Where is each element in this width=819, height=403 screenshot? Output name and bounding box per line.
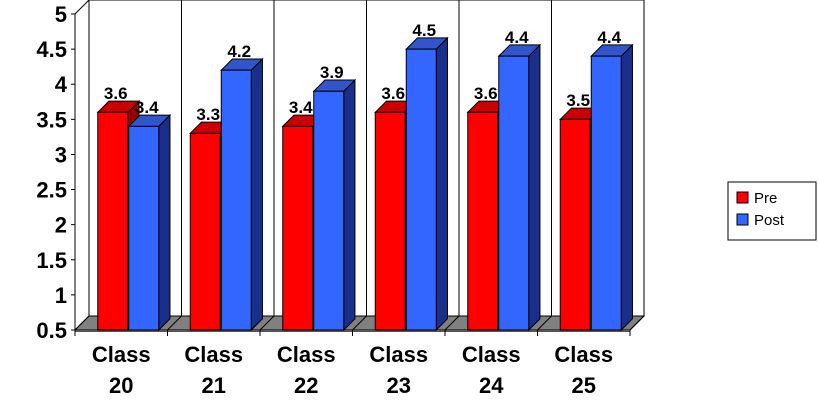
floor-divider — [537, 315, 552, 331]
bar-side — [158, 113, 171, 332]
bar-post-1 — [220, 57, 264, 332]
bar-front — [97, 111, 129, 331]
bar-side — [528, 43, 541, 332]
data-label: 3.4 — [135, 98, 159, 117]
data-label: 4.4 — [597, 28, 621, 47]
bar-front — [559, 118, 591, 331]
legend-label-post: Post — [754, 212, 785, 229]
floor-divider — [352, 315, 367, 331]
bar-front — [467, 111, 499, 331]
legend-swatch-pre — [736, 191, 749, 204]
bar-post-0 — [127, 113, 172, 332]
bar-post-5 — [590, 43, 634, 332]
floor-divider — [74, 315, 90, 331]
y-tick-label: 3 — [55, 142, 67, 167]
bar-side — [435, 36, 448, 332]
data-label: 3.6 — [474, 84, 498, 103]
y-tick-label: 5 — [55, 2, 67, 27]
data-label: 3.6 — [381, 84, 405, 103]
data-label: 3.6 — [104, 84, 128, 103]
data-label: 3.5 — [566, 91, 590, 110]
bar-post-2 — [312, 78, 357, 332]
bar-post-3 — [405, 36, 449, 332]
x-category-label: Class 23 — [369, 342, 428, 398]
legend-label-pre: Pre — [754, 190, 777, 207]
data-labels: 3.6 3.4 3.3 4.2 3.4 3.9 3.6 4.5 3.6 4.4 3.5 4.4 — [104, 21, 622, 124]
floor-divider — [444, 315, 460, 331]
side-wall — [74, 0, 90, 332]
x-category-label: Class 22 — [277, 342, 336, 398]
data-label: 3.3 — [196, 105, 220, 124]
bar-front — [189, 132, 221, 331]
bar-front — [220, 69, 252, 331]
bar-front — [498, 55, 530, 331]
y-tick-label: 0.5 — [36, 318, 67, 343]
bar-side — [620, 43, 633, 332]
y-tick-label: 1.5 — [36, 248, 67, 273]
data-label: 4.5 — [412, 21, 436, 40]
bar-side — [250, 57, 263, 332]
bar-front — [128, 125, 160, 331]
y-tick-label: 2 — [55, 213, 67, 238]
data-label: 3.4 — [289, 98, 313, 117]
data-label: 3.9 — [320, 63, 344, 82]
bar-front — [590, 55, 622, 331]
x-axis: Class 20 Class 21 Class 22 Class 23 Class 24 Class… — [74, 330, 631, 398]
y-tick-label: 1 — [55, 283, 67, 308]
bar-side — [343, 78, 356, 332]
x-category-label: Class 25 — [554, 342, 613, 398]
floor-divider — [167, 315, 182, 331]
floor-divider — [259, 315, 275, 331]
bar-front — [374, 111, 406, 331]
bar-front — [313, 90, 345, 331]
y-tick-label: 2.5 — [36, 178, 67, 203]
y-axis: 0.5 1 1.5 2 2.5 3 3.5 4 4.5 5 — [36, 2, 76, 343]
data-label: 4.4 — [505, 28, 529, 47]
bars — [96, 36, 634, 332]
x-category-label: Class 24 — [462, 342, 521, 398]
y-tick-label: 4.5 — [36, 37, 67, 62]
x-category-label: Class 21 — [184, 342, 243, 398]
y-tick-label: 3.5 — [36, 107, 67, 132]
floor-divider — [629, 315, 645, 331]
bar-post-4 — [497, 43, 542, 332]
x-category-label: Class 20 — [92, 342, 151, 398]
data-label: 4.2 — [227, 42, 251, 61]
bar-front — [405, 48, 437, 331]
legend: Pre Post — [727, 181, 817, 241]
bar-front — [282, 125, 314, 331]
y-tick-label: 4 — [55, 72, 68, 97]
legend-swatch-post — [736, 213, 749, 226]
